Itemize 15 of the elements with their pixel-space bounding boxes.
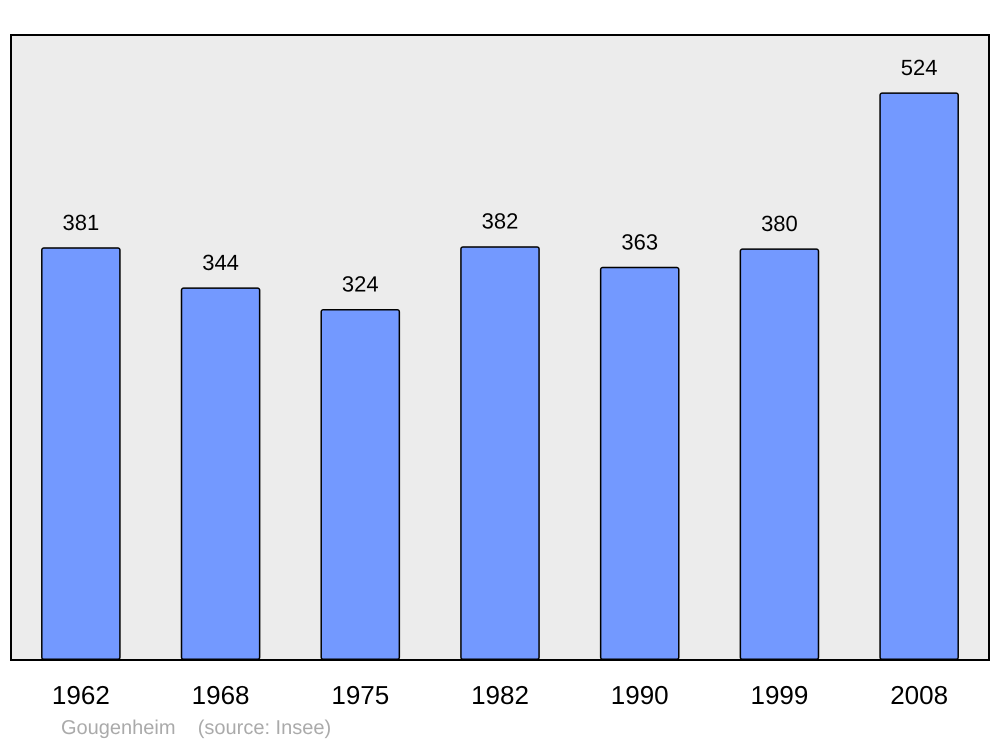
text: Gougenheim (source: Insee) [61, 717, 332, 739]
data-label: 524 [900, 54, 938, 80]
x-tick-label: 1975 [331, 680, 390, 710]
x-tick-label: 1999 [750, 680, 808, 710]
x-tick-label: 1962 [52, 680, 110, 710]
x-tick-label: 2008 [890, 680, 948, 710]
x-tick-label: 1982 [471, 680, 529, 710]
data-label: 324 [342, 272, 379, 297]
data-label: 382 [482, 208, 518, 234]
data-label: 381 [62, 210, 100, 235]
data-label: 363 [621, 229, 658, 254]
x-tick-label: 1968 [192, 680, 250, 710]
data-label: 380 [761, 210, 798, 236]
x-tick-label: 1990 [610, 680, 669, 710]
data-label: 344 [202, 250, 239, 275]
